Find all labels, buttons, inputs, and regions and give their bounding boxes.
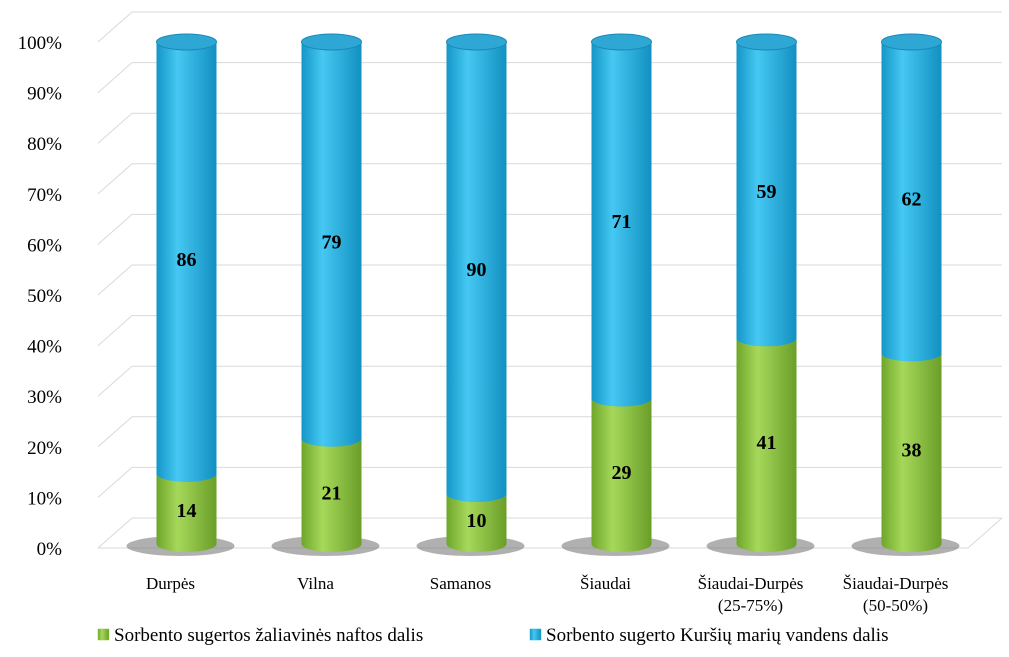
data-label: 38 (902, 440, 922, 462)
bar-segment (156, 42, 217, 482)
gridline-diagonal (97, 163, 133, 195)
legend: Sorbento sugertos žaliavinės naftos dali… (97, 625, 888, 646)
grid (97, 11, 1003, 549)
bars: 14 86 21 79 10 90 29 71 41 59 38 62 (126, 33, 960, 556)
bar-top-cap (156, 33, 217, 51)
gridline-diagonal (97, 62, 133, 93)
data-label: 62 (902, 189, 922, 211)
y-tick-label: 40% (27, 337, 62, 358)
x-tick-label: (25-75%) (718, 596, 783, 615)
bar-top-cap (446, 33, 507, 51)
gridline-diagonal (97, 264, 133, 296)
bar-top-cap (736, 33, 797, 51)
legend-label: Sorbento sugerto Kuršių marių vandens da… (546, 625, 888, 646)
x-tick-label: Šiaudai-Durpės (698, 574, 804, 593)
gridline-diagonal (97, 315, 133, 346)
bar-top-cap (301, 33, 362, 51)
data-label: 41 (757, 432, 777, 454)
gridline-diagonal (97, 214, 133, 245)
floor-edge (98, 517, 1003, 549)
gridline-diagonal (97, 112, 133, 144)
gridline-diagonal (97, 416, 133, 448)
legend-label: Sorbento sugertos žaliavinės naftos dali… (114, 625, 423, 646)
bar-segment (156, 473, 217, 552)
x-axis-category-labels: Durpės Vilna Samanos Šiaudai Šiaudai-Durpės (… (146, 574, 948, 615)
bar-top-cap (591, 33, 652, 51)
y-tick-label: 0% (37, 539, 63, 560)
data-label: 71 (612, 211, 632, 233)
bar-segment (446, 493, 507, 552)
data-label: 21 (322, 482, 342, 504)
y-axis-tick-labels: 0% 10% 20% 30% 40% 50% 60% 70% 80% 90% 100% (18, 33, 63, 560)
legend-swatch (529, 628, 542, 641)
bar-segment (736, 42, 797, 347)
x-tick-label: (50-50%) (863, 596, 928, 615)
gridline-diagonal (97, 11, 133, 43)
x-tick-label: Šiaudai (580, 574, 631, 593)
bar-segment (446, 42, 507, 502)
y-tick-label: 30% (27, 387, 62, 408)
bar-segment (881, 42, 942, 362)
y-tick-label: 60% (27, 235, 62, 256)
data-label: 29 (612, 462, 632, 484)
y-tick-label: 20% (27, 438, 62, 459)
y-tick-label: 80% (27, 134, 62, 155)
y-tick-label: 70% (27, 185, 62, 206)
x-tick-label: Samanos (430, 574, 491, 593)
bar-segment (881, 353, 942, 552)
y-tick-label: 90% (27, 84, 62, 105)
gridline-diagonal (97, 365, 133, 397)
data-label: 14 (177, 500, 197, 522)
data-label: 10 (467, 510, 487, 532)
gridline-diagonal (97, 517, 133, 549)
data-label: 79 (322, 231, 342, 253)
x-tick-label: Durpės (146, 574, 195, 593)
gridline-diagonal (97, 467, 133, 498)
data-label: 90 (467, 259, 487, 281)
data-label: 86 (177, 249, 197, 271)
x-tick-label: Vilna (297, 574, 334, 593)
bar-segment (591, 398, 652, 552)
y-tick-label: 10% (27, 488, 62, 509)
y-tick-label: 50% (27, 286, 62, 307)
y-tick-label: 100% (18, 33, 63, 54)
bar-segment (736, 338, 797, 552)
bar-top-cap (881, 33, 942, 51)
bar-segment (591, 42, 652, 407)
bar-segment (301, 438, 362, 552)
bar-segment (301, 42, 362, 447)
data-label: 59 (757, 181, 777, 203)
x-tick-label: Šiaudai-Durpės (843, 574, 949, 593)
legend-swatch (97, 628, 110, 641)
